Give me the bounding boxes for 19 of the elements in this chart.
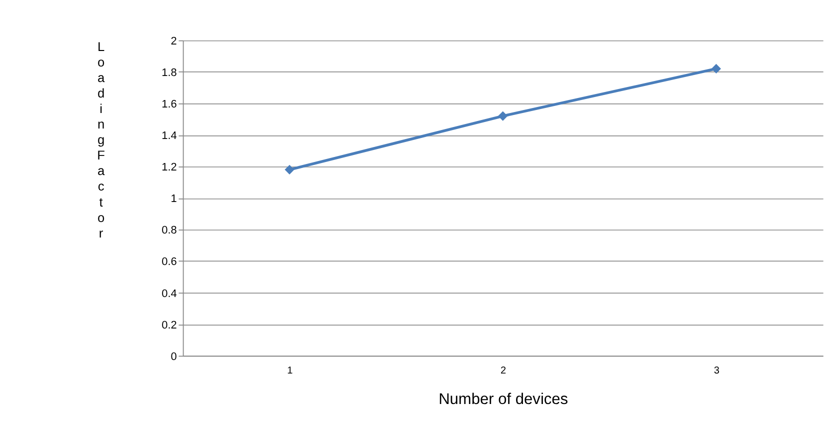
y-tick-label: 0.8 xyxy=(162,224,177,237)
x-tick-label: 1 xyxy=(287,366,294,377)
point xyxy=(284,164,294,174)
y-tick-label: 0.6 xyxy=(162,256,177,268)
y-tick-label: 2 xyxy=(170,35,177,48)
x-tick-label: 2 xyxy=(500,366,507,377)
y-tick-label: 0 xyxy=(170,350,177,363)
x-axis-title: Number of devices xyxy=(438,390,568,408)
y-tick-label: 0.4 xyxy=(162,288,177,300)
text: Loading Factor xyxy=(97,38,105,240)
y-tick-label: 0.2 xyxy=(162,319,177,332)
y-tick-label: 1 xyxy=(170,193,177,206)
y-tick-label: 1.2 xyxy=(162,162,177,174)
y-tick-label: 1.4 xyxy=(162,130,177,142)
point xyxy=(498,111,508,121)
point xyxy=(711,64,721,74)
x-tick-label: 3 xyxy=(714,366,720,377)
y-tick-label: 1.6 xyxy=(162,98,177,111)
y-tick-label: 1.8 xyxy=(162,66,177,79)
